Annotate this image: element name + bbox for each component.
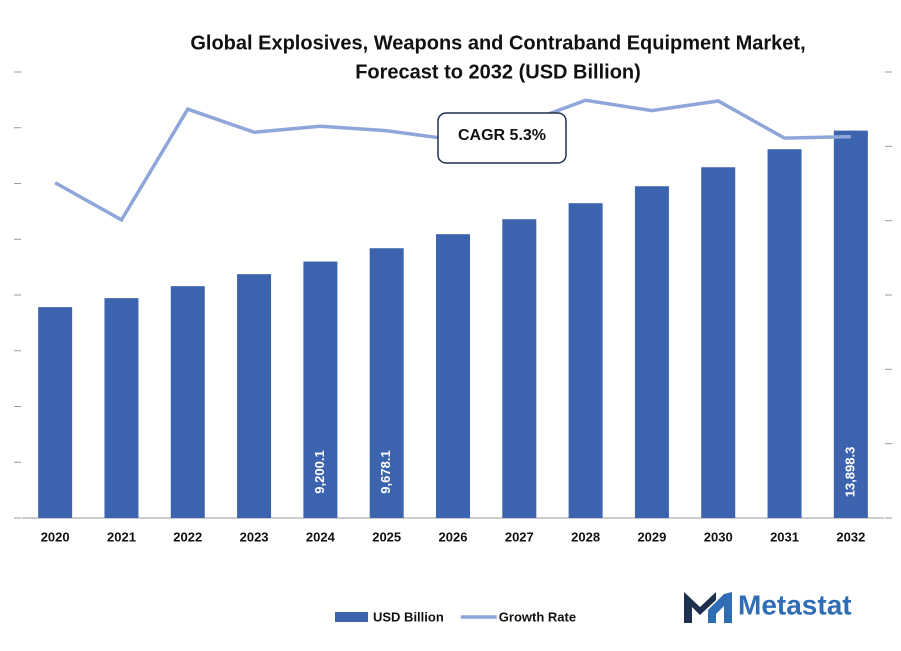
annotation-box — [437, 112, 567, 164]
x-tick-label: 2029 — [637, 529, 666, 544]
bar — [170, 286, 205, 518]
x-tick-label: 2022 — [173, 529, 202, 544]
legend: USD Billion Growth Rate — [335, 609, 576, 624]
x-tick-label: 2031 — [770, 529, 799, 544]
x-tick-label: 2028 — [571, 529, 600, 544]
annotation-text: CAGR 5.3% — [458, 127, 546, 144]
x-tick-label: 2030 — [704, 529, 733, 544]
bar — [237, 274, 272, 518]
plot-area: 2020 2021 2022 2023 2024 2025 2026 2027 2028 2029… — [14, 71, 892, 544]
bar — [767, 149, 802, 518]
bar — [568, 203, 603, 518]
x-tick-label: 2032 — [836, 529, 865, 544]
legend-label: Growth Rate — [499, 609, 576, 624]
x-tick-label: 2021 — [107, 529, 136, 544]
x-tick-label: 2026 — [439, 529, 468, 544]
logo-icon — [708, 592, 732, 623]
value-label: 13,898.3 — [842, 447, 857, 498]
x-tick-label: 2023 — [240, 529, 269, 544]
annotation: CAGR 5.3% — [437, 112, 567, 164]
value-label: 9,200.1 — [312, 450, 327, 493]
bar — [104, 298, 139, 518]
brand-logo: Metastat — [684, 589, 852, 623]
bar — [436, 234, 470, 518]
bar — [833, 130, 868, 518]
brand-name: Metastat — [738, 589, 852, 620]
bar — [38, 307, 73, 518]
x-tick-label: 2024 — [306, 529, 336, 544]
x-tick-label: 2020 — [41, 529, 70, 544]
legend-swatch — [335, 612, 368, 622]
chart-title: Forecast to 2032 (USD Billion) — [355, 61, 641, 83]
value-label: 9,678.1 — [378, 450, 393, 493]
legend-label: USD Billion — [373, 609, 444, 624]
chart-title: Global Explosives, Weapons and Contraban… — [190, 32, 805, 54]
bar — [369, 248, 404, 518]
logo-icon — [684, 592, 716, 623]
x-tick-label: 2025 — [372, 529, 401, 544]
bar — [502, 219, 537, 518]
x-tick-label: 2027 — [505, 529, 534, 544]
bar — [701, 167, 736, 518]
bar — [303, 261, 338, 518]
bar — [634, 186, 669, 518]
